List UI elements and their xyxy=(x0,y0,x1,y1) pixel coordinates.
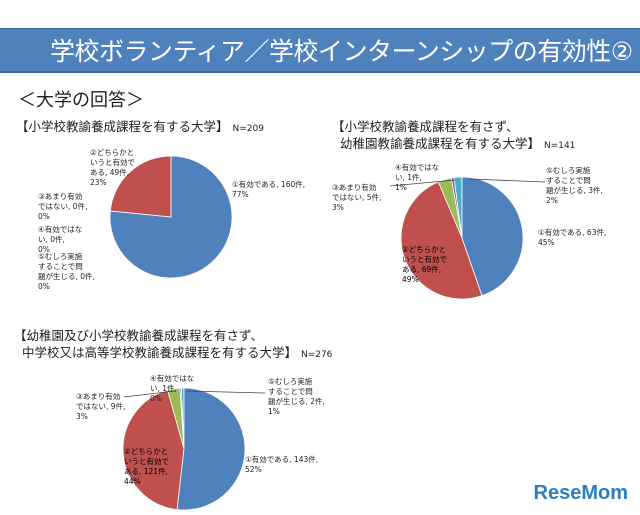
chart3-label-5: ⑤むしろ実施 することで問 題が生じる, 2件, 1% xyxy=(268,377,325,416)
leader-line xyxy=(389,179,456,187)
chart1-label-3: ③あまり有効 ではない, 0件, 0% xyxy=(38,192,88,221)
chart1-n: N=209 xyxy=(232,124,264,134)
chart1-label-2: ②どちらかと いうと有効で ある, 49件, 23% xyxy=(90,148,135,187)
chart3-title-line1: 【幼稚園及び小学校教諭養成課程を有さず、 xyxy=(14,328,264,343)
chart1-label-4: ④有効ではな い, 0件, 0% xyxy=(38,225,83,254)
chart3-label-1: ①有効である, 143件, 52% xyxy=(245,455,319,474)
chart3-label-4: ④有効ではな い, 1件, 0% xyxy=(150,374,195,403)
chart1-label-1: ①有効である, 160件, 77% xyxy=(232,180,306,199)
chart3-slice-2 xyxy=(122,389,185,511)
chart1-title: 【小学校教諭養成課程を有する大学】 N=209 xyxy=(16,118,264,138)
chart1-slice-2 xyxy=(109,155,172,218)
chart1-label-5: ⑤むしろ実施 することで問 題が生じる, 0件, 0% xyxy=(38,252,95,291)
chart3-title: 【幼稚園及び小学校教諭養成課程を有さず、 中学校又は高等学校教諭養成課程を有する… xyxy=(14,327,332,364)
chart1-slice-1 xyxy=(109,155,233,279)
resemom-logo: ReseMom xyxy=(533,482,628,504)
chart2-label-2: ②どちらかと いうと有効で ある, 69件, 49% xyxy=(402,245,447,284)
chart2-title: 【小学校教諭養成課程を有さず、 幼稚園教諭養成課程を有する大学】 N=141 xyxy=(332,118,575,155)
chart2-label-5: ⑤むしろ実施 することで問 題が生じる, 3件, 2% xyxy=(546,166,603,205)
chart2-label-3: ③あまり有効 ではない, 5件, 3% xyxy=(332,183,382,212)
leader-line xyxy=(123,390,176,398)
section-subtitle: ＜大学の回答＞ xyxy=(18,90,144,111)
chart2-label-4: ④有効ではな い, 1件, 1% xyxy=(395,163,440,192)
chart3-slice-1 xyxy=(176,387,246,511)
leader-line xyxy=(469,178,546,183)
chart2-label-1: ①有効である, 63件, 45% xyxy=(538,228,607,247)
page-title: 学校ボランティア／学校インターンシップの有効性② xyxy=(50,37,633,66)
chart3-label-3: ③あまり有効 ではない, 9件, 3% xyxy=(76,392,126,421)
chart1-title-text: 【小学校教諭養成課程を有する大学】 xyxy=(16,119,229,134)
chart3-n: N=276 xyxy=(300,350,333,360)
chart2-n: N=141 xyxy=(543,141,576,151)
chart2-title-line1: 【小学校教諭養成課程を有さず、 xyxy=(332,119,519,134)
title-band xyxy=(0,28,640,73)
chart2-slice-2 xyxy=(400,181,483,300)
chart2-slice-1 xyxy=(461,176,524,297)
leader-line xyxy=(185,390,266,394)
chart3-label-2: ②どちらかと いうと有効で ある, 121件, 44% xyxy=(124,447,169,486)
chart2-title-line2: 幼稚園教諭養成課程を有する大学】 xyxy=(339,136,540,151)
chart3-title-line2: 中学校又は高等学校教諭養成課程を有する大学】 xyxy=(21,345,297,360)
